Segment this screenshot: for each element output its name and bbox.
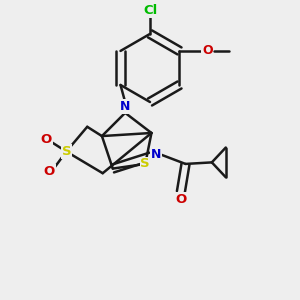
Text: S: S	[61, 145, 71, 158]
Text: N: N	[151, 148, 161, 161]
Text: O: O	[175, 193, 187, 206]
Text: Cl: Cl	[143, 4, 157, 17]
Text: N: N	[120, 100, 130, 113]
Text: S: S	[140, 158, 150, 170]
Text: O: O	[44, 165, 55, 178]
Text: O: O	[202, 44, 213, 57]
Text: O: O	[40, 133, 52, 146]
